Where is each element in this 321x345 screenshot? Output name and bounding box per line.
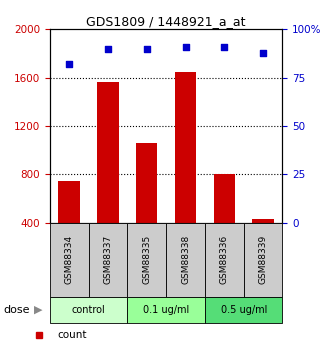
Bar: [136, 143, 157, 223]
Bar: [166, 223, 205, 297]
Text: 0.5 ug/ml: 0.5 ug/ml: [221, 305, 267, 315]
Bar: [97, 82, 118, 223]
Text: ▶: ▶: [34, 305, 42, 315]
Text: GSM88334: GSM88334: [65, 235, 74, 284]
Text: GSM88335: GSM88335: [142, 235, 151, 284]
Text: 0.1 ug/ml: 0.1 ug/ml: [143, 305, 189, 315]
Point: [144, 46, 149, 51]
Bar: [127, 223, 166, 297]
Text: GSM88338: GSM88338: [181, 235, 190, 284]
Bar: [127, 297, 205, 323]
Text: control: control: [72, 305, 105, 315]
Bar: [50, 223, 89, 297]
Point: [261, 50, 266, 55]
Bar: [214, 174, 235, 223]
Bar: [89, 223, 127, 297]
Point: [183, 44, 188, 49]
Bar: [205, 297, 282, 323]
Bar: [244, 223, 282, 297]
Bar: [50, 297, 127, 323]
Text: GSM88337: GSM88337: [103, 235, 112, 284]
Text: GSM88339: GSM88339: [259, 235, 268, 284]
Bar: [175, 71, 196, 223]
Point: [222, 44, 227, 49]
Bar: [58, 181, 80, 223]
Text: GSM88336: GSM88336: [220, 235, 229, 284]
Text: count: count: [57, 330, 87, 340]
Point: [66, 61, 72, 67]
Point: [105, 46, 110, 51]
Bar: [252, 219, 274, 223]
Text: dose: dose: [3, 305, 30, 315]
Title: GDS1809 / 1448921_a_at: GDS1809 / 1448921_a_at: [86, 15, 246, 28]
Bar: [205, 223, 244, 297]
